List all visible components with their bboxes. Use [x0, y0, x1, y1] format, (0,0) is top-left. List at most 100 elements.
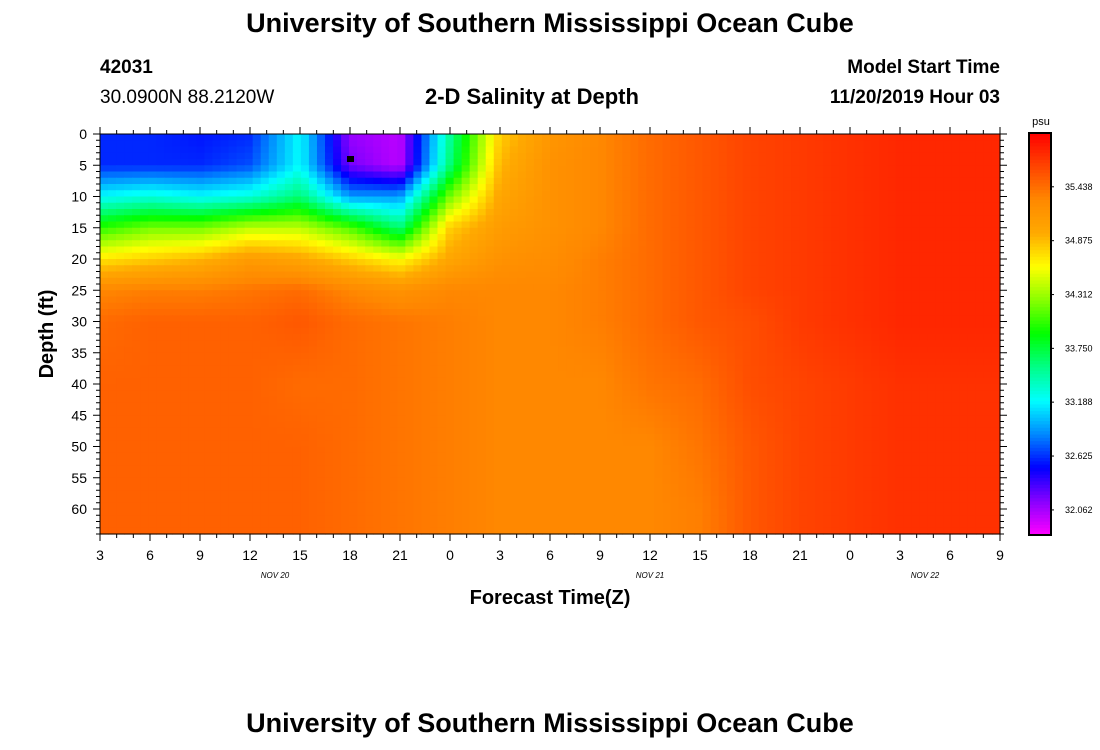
heatmap-cell [831, 146, 840, 154]
heatmap-cell [895, 152, 905, 160]
heatmap-cell [895, 290, 905, 298]
heatmap-cell [100, 196, 109, 204]
heatmap-cell [509, 246, 519, 254]
heatmap-cell [670, 265, 680, 273]
heatmap-cell [469, 302, 479, 310]
heatmap-cell [509, 377, 519, 385]
heatmap-cell [445, 377, 455, 385]
heatmap-cell [734, 359, 744, 366]
heatmap-cell [758, 209, 768, 216]
heatmap-cell [212, 190, 222, 198]
heatmap-cell [614, 171, 623, 179]
heatmap-cell [590, 359, 599, 366]
heatmap-cell [678, 234, 688, 241]
heatmap-cell [148, 221, 157, 229]
heatmap-cell [799, 259, 808, 266]
heatmap-cell [726, 346, 736, 354]
heatmap-cell [582, 140, 591, 148]
heatmap-cell [164, 252, 173, 260]
heatmap-cell [750, 209, 760, 216]
heatmap-cell [132, 309, 141, 316]
heatmap-cell [308, 309, 318, 316]
heatmap-cell [847, 315, 856, 323]
heatmap-cell [389, 340, 398, 348]
heatmap-cell [558, 177, 567, 185]
heatmap-cell [855, 177, 864, 185]
heatmap-cell [172, 315, 181, 323]
heatmap-cell [228, 190, 238, 198]
heatmap-cell [381, 221, 390, 229]
heatmap-cell [132, 234, 141, 241]
heatmap-cell [943, 246, 953, 254]
heatmap-cell [967, 334, 977, 341]
heatmap-cell [839, 402, 848, 410]
heatmap-cell [742, 265, 752, 273]
heatmap-cell [590, 352, 599, 360]
heatmap-cell [220, 209, 230, 216]
heatmap-cell [839, 309, 848, 316]
heatmap-cell [726, 246, 736, 254]
heatmap-cell [927, 252, 937, 260]
heatmap-cell [533, 159, 543, 166]
heatmap-cell [622, 340, 631, 348]
heatmap-cell [180, 196, 189, 204]
heatmap-cell [871, 240, 881, 248]
heatmap-cell [726, 327, 736, 335]
heatmap-cell [742, 259, 752, 266]
heatmap-cell [951, 202, 961, 210]
heatmap-cell [710, 209, 720, 216]
heatmap-cell [758, 352, 768, 360]
heatmap-cell [453, 365, 463, 373]
heatmap-cell [799, 309, 808, 316]
heatmap-cell [614, 221, 623, 229]
heatmap-cell [437, 152, 447, 160]
heatmap-cell [156, 184, 165, 191]
heatmap-cell [333, 246, 342, 254]
heatmap-cell [734, 284, 744, 291]
heatmap-cell [437, 240, 447, 248]
heatmap-cell [437, 377, 447, 385]
heatmap-cell [574, 402, 583, 410]
heatmap-cell [349, 146, 358, 154]
heatmap-cell [895, 327, 905, 335]
heatmap-cell [871, 234, 881, 241]
heatmap-cell [204, 371, 214, 379]
heatmap-cell [421, 390, 431, 398]
heatmap-cell [614, 390, 623, 398]
heatmap-cell [477, 246, 487, 254]
heatmap-cell [967, 284, 977, 291]
heatmap-cell [108, 290, 117, 298]
heatmap-cell [766, 190, 776, 198]
heatmap-cell [807, 221, 816, 229]
heatmap-cell [236, 171, 246, 179]
heatmap-cell [493, 190, 503, 198]
heatmap-cell [863, 346, 873, 354]
heatmap-cell [686, 265, 696, 273]
heatmap-cell [847, 365, 856, 373]
heatmap-cell [766, 246, 776, 254]
heatmap-cell [975, 377, 985, 385]
heatmap-cell [839, 196, 848, 204]
heatmap-cell [726, 159, 736, 166]
heatmap-cell [172, 296, 181, 304]
heatmap-cell [501, 302, 511, 310]
heatmap-cell [124, 271, 133, 279]
heatmap-cell [951, 152, 961, 160]
heatmap-cell [357, 234, 366, 241]
heatmap-cell [397, 171, 406, 179]
heatmap-cell [397, 384, 406, 391]
heatmap-cell [807, 209, 816, 216]
heatmap-cell [357, 259, 366, 266]
heatmap-cell [453, 315, 463, 323]
heatmap-cell [590, 390, 599, 398]
heatmap-cell [558, 134, 567, 141]
heatmap-cell [493, 265, 503, 273]
heatmap-cell [373, 165, 382, 173]
heatmap-cell [903, 177, 913, 185]
heatmap-cell [983, 215, 993, 223]
heatmap-cell [116, 340, 125, 348]
heatmap-cell [308, 321, 318, 329]
heatmap-cell [268, 177, 278, 185]
heatmap-cell [284, 171, 294, 179]
heatmap-cell [742, 290, 752, 298]
